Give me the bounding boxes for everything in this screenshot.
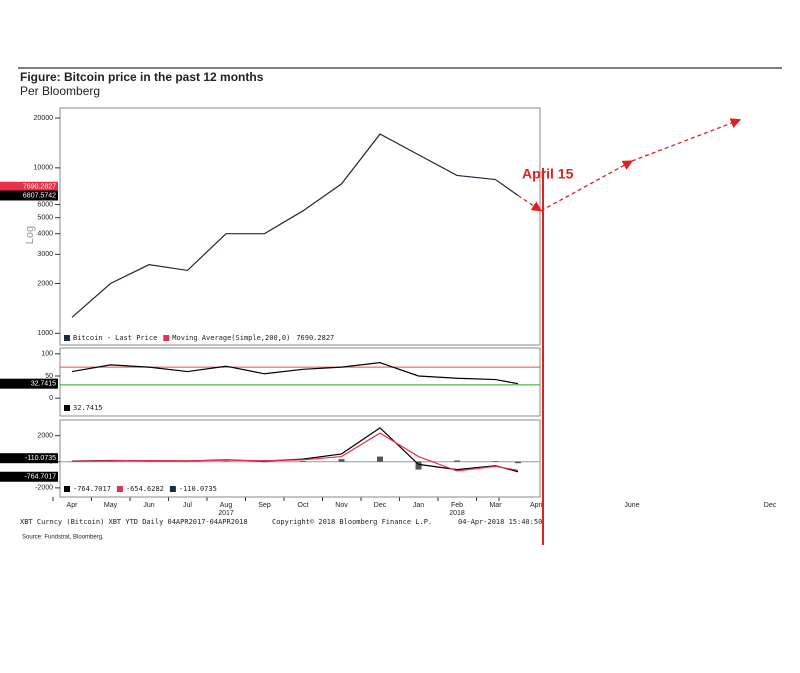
- y-tick-label: 50: [45, 373, 53, 380]
- x-tick-label: Nov: [335, 502, 348, 509]
- y-axis-label: Log: [24, 226, 36, 244]
- panel-frame: [59, 347, 541, 417]
- y-tick-label: 2000: [37, 280, 53, 287]
- y-tick-label: 6000: [37, 201, 53, 208]
- panel-frame: [59, 419, 541, 498]
- series-line: [71, 133, 519, 318]
- x-tick-label: Aug: [220, 502, 233, 509]
- value-tag-bg: [0, 471, 58, 482]
- legend-swatch: [64, 486, 70, 492]
- legend-label: Moving Average(Simple,200,0): [172, 334, 290, 342]
- value-tag: -110.0735: [25, 455, 56, 462]
- subtitle: Per Bloomberg: [20, 84, 100, 98]
- histogram-bar: [415, 461, 422, 470]
- annotation: April 15: [522, 166, 574, 182]
- projection-arrow: [631, 118, 742, 162]
- legend-label: -764.7017: [73, 485, 111, 493]
- value-tag: 6807.5742: [23, 192, 56, 199]
- histogram-bar: [338, 459, 345, 462]
- legend-swatch: [64, 405, 70, 411]
- legend-swatch: [64, 335, 70, 341]
- footer-security: XBT Curncy (Bitcoin) XBT YTD Daily 04APR…: [20, 518, 248, 526]
- series-line: [71, 362, 519, 385]
- x-tick-label: Feb: [451, 502, 463, 509]
- x-tick-label: May: [104, 502, 118, 509]
- histogram-bar: [377, 456, 383, 462]
- legend-label: Bitcoin - Last Price: [73, 334, 157, 342]
- y-tick-label: 4000: [37, 231, 53, 238]
- y-tick-label: 2000: [37, 433, 53, 440]
- x-tick-label: Apr: [67, 502, 79, 509]
- histogram-bar: [454, 460, 460, 462]
- y-tick-label: 10000: [34, 165, 54, 172]
- y-tick-label: 5000: [37, 215, 53, 222]
- y-tick-label: 100: [41, 351, 53, 358]
- projection-label: April: [530, 502, 544, 509]
- x-tick-label: Sep: [258, 502, 271, 509]
- projection-label: Dec: [764, 502, 777, 509]
- x-tick-label: Dec: [374, 502, 387, 509]
- x-tick-label: Jul: [183, 502, 192, 509]
- x-tick-label: Oct: [298, 502, 309, 509]
- legend-label: 7690.2827: [296, 334, 334, 342]
- histogram-bar: [492, 461, 499, 462]
- value-tag-bg: [0, 453, 58, 464]
- y-tick-label: 0: [49, 395, 53, 402]
- legend-label: -654.6282: [126, 485, 164, 493]
- title: Figure: Bitcoin price in the past 12 mon…: [20, 70, 264, 84]
- value-tag: 7690.2827: [23, 184, 56, 191]
- projection-arrow: [540, 160, 634, 212]
- source: Source: Fundstrat, Bloomberg.: [22, 535, 104, 541]
- histogram-bar: [515, 461, 521, 464]
- legend-swatch: [116, 486, 123, 492]
- year-label: 2017: [218, 510, 234, 517]
- legend-label: 32.7415: [73, 404, 103, 412]
- legend-label: -110.0735: [179, 485, 217, 493]
- projection-arrow: [517, 194, 543, 212]
- x-tick-label: Jan: [413, 502, 424, 509]
- value-tag-bg: [0, 378, 58, 389]
- y-tick-label: 3000: [37, 251, 53, 258]
- series-line: [71, 427, 519, 473]
- y-tick-label: -2000: [35, 485, 53, 492]
- legend-swatch: [163, 335, 170, 341]
- y-tick-label: 20000: [34, 115, 54, 122]
- x-tick-label: Mar: [489, 502, 502, 509]
- histogram-bar: [300, 461, 306, 462]
- value-tag-bg: [0, 190, 58, 201]
- year-label: 2018: [449, 510, 465, 517]
- value-tag: 32.7415: [31, 381, 56, 388]
- value-tag: -764.7017: [24, 474, 56, 481]
- panel-frame: [59, 107, 541, 346]
- footer-timestamp: 04-Apr-2018 15:40:50: [458, 518, 542, 526]
- footer-copyright: Copyright© 2018 Bloomberg Finance L.P.: [272, 518, 432, 526]
- projection-label: June: [624, 502, 639, 509]
- legend-swatch: [169, 486, 176, 492]
- y-tick-label: 1000: [37, 330, 53, 337]
- series-line: [71, 432, 519, 472]
- value-tag-bg: [0, 181, 58, 192]
- x-tick-label: Jun: [143, 502, 154, 509]
